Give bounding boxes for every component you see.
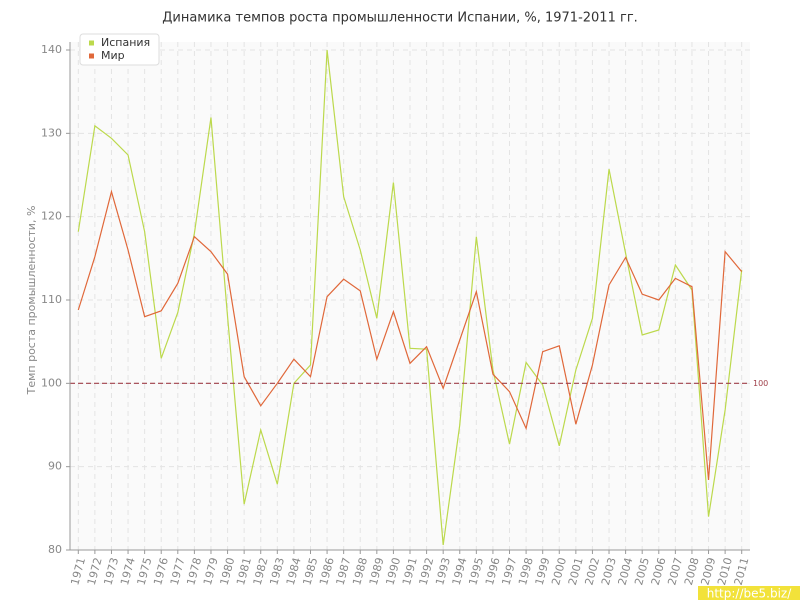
lines (70, 49, 750, 546)
y-tick-label: 120 (41, 210, 62, 223)
legend-box (79, 33, 160, 66)
watermark-text: http://be5.biz/ (707, 587, 792, 600)
legend-label: Мир (101, 49, 125, 62)
series-line (77, 49, 743, 546)
reference-label: 100 (753, 379, 768, 388)
grid (66, 42, 750, 554)
watermark-box (698, 586, 800, 600)
x-tick-label: 2011 (732, 556, 752, 586)
legend-swatch (89, 40, 94, 46)
chart-title: Динамика темпов роста промышленности Исп… (162, 11, 638, 26)
y-tick-label: 110 (41, 293, 62, 306)
series-line (77, 189, 743, 481)
y-tick-label: 90 (48, 460, 62, 473)
watermark: http://be5.biz/ (698, 586, 800, 600)
legend-swatch (89, 53, 94, 59)
y-tick-label: 80 (48, 543, 62, 556)
legend-label: Испания (101, 36, 150, 49)
y-axis-label: Темп роста промышленности, % (25, 206, 38, 396)
y-tick-label: 140 (41, 43, 62, 56)
y-tick-label: 100 (41, 376, 62, 389)
y-tick-label: 130 (41, 126, 62, 139)
